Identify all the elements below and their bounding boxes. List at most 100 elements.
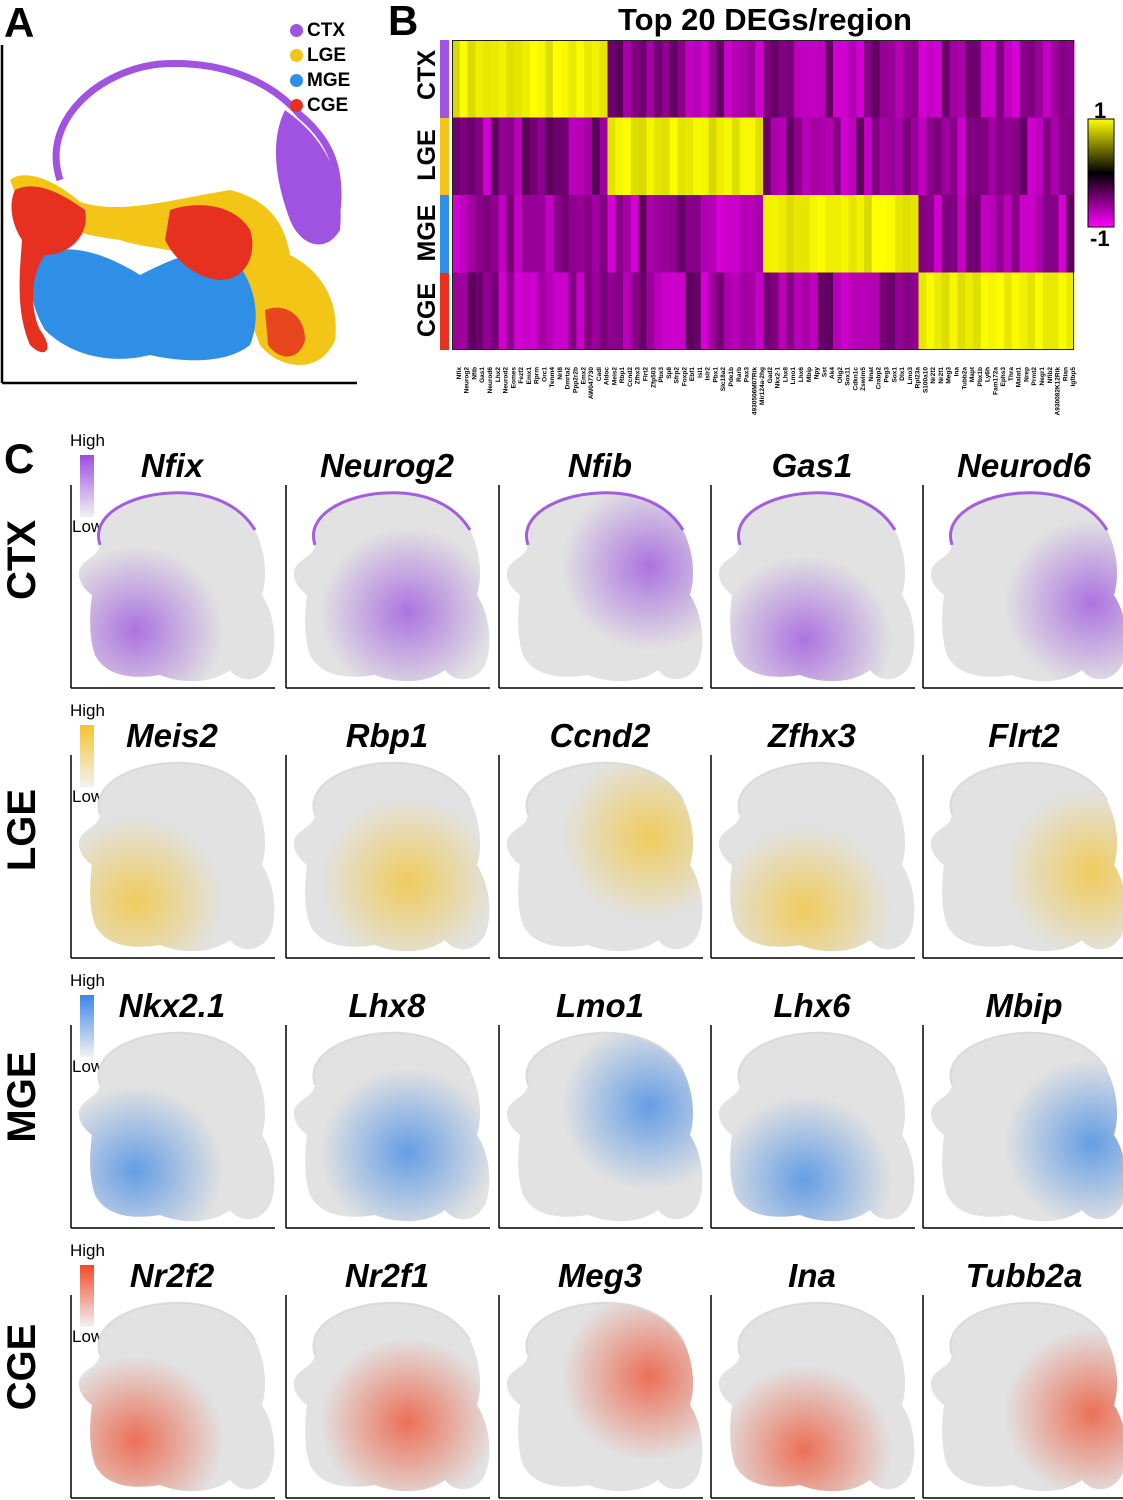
gene-label: Ppp2r2b: [573, 367, 580, 393]
gene-label: Aldoc: [604, 367, 611, 385]
heatmap-cell: [654, 40, 663, 118]
heatmap-cell: [654, 195, 663, 273]
feature-plot-nr2f2: [70, 1295, 275, 1499]
heatmap-cell: [1004, 117, 1013, 195]
heatmap-cell: [902, 40, 912, 118]
heatmap-cell: [879, 272, 888, 350]
feature-plot-nr2f1: [285, 1295, 490, 1499]
heatmap-cell: [747, 195, 756, 273]
heatmap-cell: [864, 195, 873, 273]
gene-label: Npy: [814, 367, 821, 380]
heatmap-cell: [483, 117, 492, 195]
heatmap-cell: [584, 272, 593, 350]
gene-label: Neurod2: [503, 367, 510, 394]
feature-plot-title: Flrt2: [988, 717, 1060, 754]
heatmap-cell: [941, 40, 951, 118]
heatmap-cell: [545, 40, 554, 118]
heatmap-cell: [537, 40, 546, 118]
heatmap-cell: [972, 272, 982, 350]
gene-label: Cdkn1c: [852, 367, 859, 391]
heatmap-cell: [490, 272, 500, 350]
heatmap-cell: [553, 195, 562, 273]
heatmap-cell: [529, 40, 538, 118]
heatmap-cell: [864, 117, 873, 195]
gene-label: Pbx3: [658, 367, 665, 383]
gene-label: Islr2: [705, 367, 712, 381]
heatmap-cell: [1050, 195, 1059, 273]
heatmap-cell: [459, 40, 468, 118]
heatmap-cell: [646, 40, 655, 118]
heatmap-cell: [591, 195, 601, 273]
heatmap-cell: [646, 272, 655, 350]
heatmap-cell: [763, 272, 772, 350]
heatmap-cell: [996, 195, 1005, 273]
heatmap-cell: [1042, 40, 1052, 118]
gene-label: Sox11: [845, 367, 852, 386]
feature-plot-nkx2-1: [70, 1025, 275, 1229]
heatmap-cell: [599, 40, 608, 118]
heatmap-cell: [506, 117, 515, 195]
heatmap-cell: [918, 40, 927, 118]
heatmap-cell: [685, 117, 694, 195]
scale-low-label: Low: [72, 787, 104, 806]
heatmap-cell: [856, 195, 865, 273]
heatmap-cell: [887, 40, 896, 118]
heatmap-cell: [623, 272, 632, 350]
heatmap-cell: [677, 117, 686, 195]
heatmap-cell: [514, 117, 523, 195]
heatmap-cell: [553, 117, 562, 195]
heatmap-cell: [584, 195, 593, 273]
colorkey-max-label: 1: [1094, 98, 1107, 123]
heatmap-cell: [794, 272, 803, 350]
heatmap-cell: [490, 40, 500, 118]
heatmap-cell: [848, 195, 857, 273]
heatmap-cell: [1004, 40, 1013, 118]
heatmap-cell: [452, 40, 461, 118]
feature-plot-title: Ccnd2: [549, 717, 651, 754]
heatmap-cell: [724, 40, 733, 118]
heatmap-row-label-cge: CGE: [413, 282, 441, 338]
heatmap-region-bar: [440, 40, 449, 350]
cluster-cge: [11, 186, 305, 357]
heatmap-cell: [941, 195, 951, 273]
gene-label: Ephs3: [1000, 367, 1007, 387]
feature-plot-meis2: [70, 755, 275, 959]
heatmap-cell: [1027, 272, 1036, 350]
heatmap-cell: [786, 272, 795, 350]
heatmap-cell: [607, 272, 616, 350]
gene-label: Ebf1: [689, 367, 696, 381]
heatmap-cell: [856, 272, 865, 350]
feature-plot-title: Neurog2: [320, 447, 454, 484]
heatmap-cell: [739, 195, 748, 273]
heatmap-cell: [475, 272, 484, 350]
heatmap-cell: [832, 117, 842, 195]
feature-plot-lhx8: [285, 1025, 490, 1229]
heatmap-cell: [498, 40, 507, 118]
heatmap-cell: [483, 40, 492, 118]
gene-label: Eomes: [510, 367, 517, 389]
heatmap-cell: [1050, 40, 1059, 118]
heatmap-cell: [1019, 272, 1028, 350]
heatmap-cell: [700, 40, 709, 118]
gene-label: S100a10: [922, 367, 929, 393]
gene-label: Igfbp5: [1070, 367, 1077, 387]
gene-label: Malat1: [1016, 367, 1023, 388]
heatmap-cell: [693, 272, 702, 350]
heatmap-cell: [661, 272, 671, 350]
heatmap-cell: [794, 195, 803, 273]
expression-colorkey: [80, 1265, 94, 1327]
heatmap-cell: [677, 272, 686, 350]
gene-label: Rpl23a: [915, 367, 922, 389]
heatmap-cell: [599, 117, 608, 195]
heatmap-cell: [700, 117, 709, 195]
umap-clusters-plot: [0, 45, 357, 385]
heatmap-cell: [755, 117, 764, 195]
gene-label: Mbip: [806, 367, 813, 382]
heatmap-cell: [724, 117, 733, 195]
heatmap-cell: [506, 40, 515, 118]
heatmap-cell: [661, 117, 671, 195]
heatmap-cell: [1058, 40, 1067, 118]
heatmap-cell: [755, 195, 764, 273]
gene-label: Rprm: [534, 367, 541, 384]
heatmap-cell: [568, 195, 577, 273]
